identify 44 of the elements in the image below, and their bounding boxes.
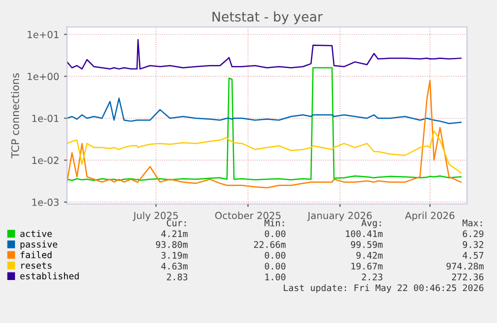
text: 0.00: [264, 262, 286, 270]
text: Cur:: [166, 220, 186, 226]
line-series: [67, 38, 462, 70]
y-tick-label: 1e+00: [28, 72, 59, 80]
text: 0.00: [264, 230, 286, 238]
y-tick-label: 1e+01: [28, 30, 58, 38]
text: 22.66m: [254, 241, 286, 248]
legend-label: established: [20, 272, 79, 280]
text: 93.80m: [156, 241, 188, 248]
line-series: [67, 98, 462, 124]
x-tick-label: October 2025: [215, 212, 281, 220]
text: Max:: [462, 220, 482, 226]
line-series: [67, 67, 462, 181]
x-tick-label: April 2026: [405, 212, 454, 222]
text: 100.41m: [346, 230, 383, 238]
text: 3.19m: [161, 252, 188, 259]
text: 2.23: [362, 274, 382, 280]
legend-label: failed: [20, 251, 52, 258]
text: 272.36: [452, 274, 484, 280]
legend-label: resets: [21, 262, 52, 269]
legend-label: active: [20, 230, 52, 238]
text: 4.57: [462, 252, 484, 259]
text: 2.83: [166, 274, 188, 280]
y-tick-label: 1e-02: [32, 156, 58, 164]
line-series: [67, 80, 462, 188]
text: Last update: Fri May 22 00:46:25 2026: [284, 284, 484, 293]
text: 974.28m: [446, 262, 484, 270]
line-series: [67, 130, 462, 174]
legend-label: passive: [20, 240, 58, 250]
text: 0.00: [264, 252, 286, 259]
y-axis-title: TCP connections: [11, 73, 20, 158]
text: 4.21m: [161, 230, 188, 238]
text: 99.59m: [350, 241, 383, 248]
y-tick-label: 1e-03: [32, 198, 59, 206]
chart-title: Netstat - by year: [212, 11, 323, 24]
text: 4.63m: [161, 262, 188, 270]
text: 1.00: [265, 274, 286, 280]
text: 9.42m: [356, 252, 383, 259]
text: Min:: [264, 219, 284, 226]
text: 9.32: [462, 241, 484, 248]
text: Avg:: [361, 220, 381, 228]
y-tick-label: 1e-01: [32, 114, 58, 122]
text: 6.29: [462, 230, 484, 238]
text: 19.67m: [351, 262, 383, 270]
